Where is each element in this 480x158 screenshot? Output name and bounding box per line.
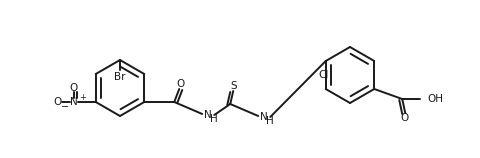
Text: N: N: [204, 110, 212, 120]
Text: N: N: [260, 112, 268, 122]
Text: Br: Br: [114, 72, 126, 82]
Text: O: O: [176, 79, 184, 89]
Text: N: N: [70, 97, 78, 107]
Text: S: S: [230, 81, 237, 91]
Text: H: H: [210, 114, 218, 124]
Text: O: O: [400, 113, 408, 123]
Text: OH: OH: [427, 94, 443, 104]
Text: H: H: [266, 116, 274, 126]
Text: −: −: [61, 102, 69, 112]
Text: O: O: [70, 83, 78, 93]
Text: Cl: Cl: [319, 70, 329, 80]
Text: +: +: [79, 92, 85, 101]
Text: O: O: [54, 97, 62, 107]
